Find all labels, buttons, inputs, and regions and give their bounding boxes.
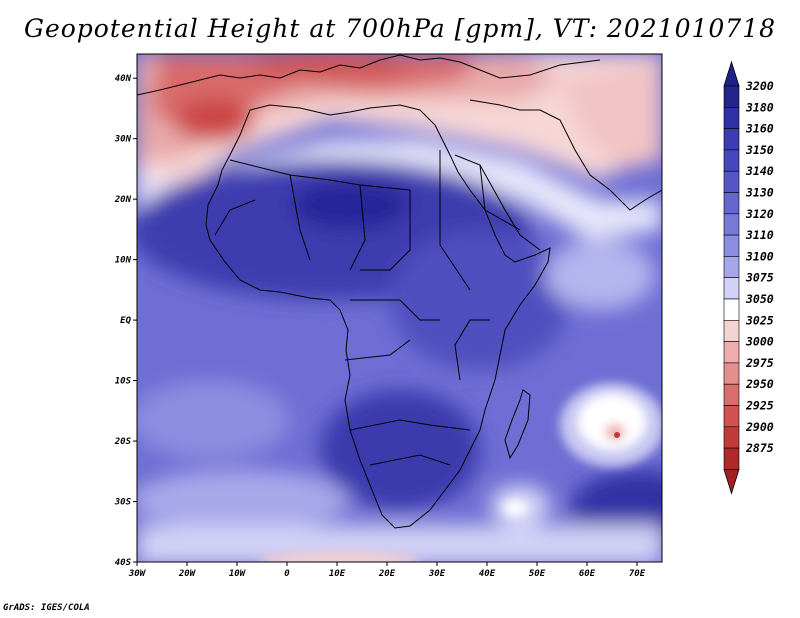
colorbar-swatch [723,213,740,236]
colorbar-label: 3075 [745,271,774,285]
lat-label: 20S [114,437,132,447]
lon-label: 40E [479,569,496,579]
colorbar-label: 3130 [745,186,774,200]
colorbar-label: 3110 [745,228,774,242]
lat-label: 10S [115,377,132,387]
height-field [137,54,662,562]
lon-label: 30E [428,569,446,579]
colorbar-label: 3150 [745,143,774,157]
colorbar-swatch [723,170,740,193]
lat-label: 40N [115,74,132,84]
lon-label: 30W [128,569,147,579]
axis-ticks [133,77,638,566]
colorbar-swatch [723,341,740,364]
colorbar-label: 3050 [745,292,774,306]
lat-label: EQ [120,316,131,326]
colorbar-label: 2875 [745,441,774,455]
colorbar-label: 2975 [745,356,774,370]
colorbar-swatch [723,107,740,129]
colorbar-swatch [723,405,740,428]
lon-label: 50E [529,569,546,579]
colorbar: 3200 3180 3160 3150 3140 3130 3120 3110 3100 3075… [723,60,774,495]
footer-credit: GrADS: IGES/COLA [3,603,90,613]
lat-label: 30S [114,498,132,508]
latitude-axis: 40N 30N 20N 10N EQ 10S 20S 30S 40S [114,74,132,568]
lat-label: 40S [115,558,132,568]
longitude-axis: 30W 20W 10W 0 10E 20E 30E 40E 50E 60E 70E [128,569,646,579]
coastlines [137,54,662,529]
colorbar-label: 3100 [745,249,774,263]
colorbar-label: 2900 [745,420,774,434]
colorbar-swatch [723,447,740,470]
colorbar-top-arrow [723,60,740,87]
colorbar-swatch [723,128,740,151]
colorbar-swatch [723,298,740,321]
colorbar-swatch [723,362,740,385]
colorbar-bottom-arrow [723,468,740,495]
colorbar-swatch [723,383,740,406]
cyclone-center [614,432,620,438]
lat-label: 30N [114,135,132,145]
colorbar-swatch [723,256,740,278]
colorbar-swatch [723,234,740,257]
lon-label: 20E [378,569,396,579]
map-frame [136,53,663,563]
colorbar-label: 2950 [745,377,774,391]
colorbar-swatch [723,85,740,108]
lat-label: 20N [114,195,132,205]
colorbar-label: 3025 [745,313,774,327]
colorbar-label: 3200 [745,79,774,93]
colorbar-swatch [723,192,740,215]
lon-label: 10E [329,569,346,579]
colorbar-swatch [723,277,740,300]
colorbar-label: 3160 [745,122,774,136]
colorbar-swatch [723,149,740,172]
lon-label: 20W [178,569,197,579]
lon-label: 10W [229,569,247,579]
colorbar-label: 3000 [745,335,774,349]
colorbar-swatch [723,319,740,342]
chart-title: Geopotential Height at 700hPa [gpm], VT:… [23,14,777,43]
colorbar-label: 3180 [745,100,774,114]
lon-label: 0 [284,569,290,579]
lat-label: 10N [115,256,132,266]
colorbar-label: 3140 [745,164,774,178]
lon-label: 70E [629,569,646,579]
colorbar-label: 2925 [745,399,774,413]
colorbar-swatch [723,426,740,449]
colorbar-label: 3120 [745,207,774,221]
lon-label: 60E [579,569,596,579]
